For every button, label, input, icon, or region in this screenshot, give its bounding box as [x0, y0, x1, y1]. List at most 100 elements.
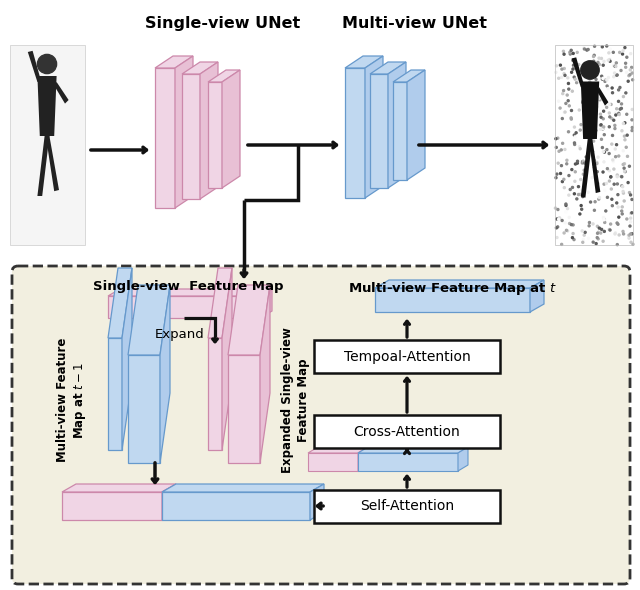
Circle shape: [630, 221, 632, 223]
Circle shape: [612, 92, 614, 94]
Polygon shape: [260, 289, 272, 318]
Circle shape: [609, 180, 611, 182]
Circle shape: [572, 186, 573, 188]
Circle shape: [595, 242, 597, 245]
Polygon shape: [375, 288, 530, 312]
Circle shape: [564, 149, 566, 150]
Circle shape: [600, 124, 602, 126]
Polygon shape: [162, 484, 324, 492]
Circle shape: [561, 68, 563, 70]
Circle shape: [602, 64, 604, 66]
Circle shape: [596, 163, 598, 165]
Polygon shape: [208, 70, 240, 82]
Circle shape: [571, 169, 573, 171]
Circle shape: [627, 80, 629, 82]
Polygon shape: [222, 268, 232, 450]
Circle shape: [588, 225, 590, 227]
Polygon shape: [581, 81, 599, 139]
Circle shape: [569, 188, 572, 191]
Circle shape: [559, 172, 561, 175]
Circle shape: [609, 58, 611, 61]
Circle shape: [625, 92, 627, 94]
Circle shape: [603, 126, 605, 128]
Circle shape: [588, 119, 590, 122]
Circle shape: [603, 110, 605, 112]
Polygon shape: [458, 447, 468, 471]
Circle shape: [595, 109, 596, 110]
Polygon shape: [228, 285, 270, 355]
Circle shape: [613, 65, 615, 67]
Circle shape: [561, 219, 563, 221]
Circle shape: [631, 212, 633, 214]
Circle shape: [612, 135, 614, 136]
Circle shape: [563, 50, 564, 53]
Circle shape: [588, 102, 589, 104]
Circle shape: [579, 213, 581, 215]
Circle shape: [580, 179, 582, 181]
Circle shape: [630, 233, 632, 235]
Circle shape: [602, 171, 604, 173]
Polygon shape: [182, 74, 200, 199]
Circle shape: [627, 182, 629, 183]
Circle shape: [593, 128, 595, 130]
Circle shape: [624, 122, 626, 124]
Circle shape: [593, 45, 596, 47]
Circle shape: [610, 176, 612, 178]
Circle shape: [573, 67, 575, 69]
Circle shape: [606, 79, 608, 81]
Circle shape: [606, 168, 609, 170]
Polygon shape: [358, 447, 468, 453]
Circle shape: [579, 194, 581, 195]
Circle shape: [615, 114, 617, 116]
Circle shape: [621, 210, 623, 212]
Circle shape: [602, 128, 604, 130]
FancyBboxPatch shape: [12, 266, 630, 584]
Circle shape: [572, 60, 574, 61]
Circle shape: [573, 59, 575, 61]
Polygon shape: [62, 484, 176, 492]
Circle shape: [614, 127, 616, 130]
Circle shape: [629, 74, 631, 76]
Circle shape: [566, 163, 568, 165]
Circle shape: [603, 219, 605, 221]
Circle shape: [602, 78, 604, 80]
Circle shape: [625, 66, 627, 68]
Circle shape: [593, 60, 595, 62]
Circle shape: [594, 201, 596, 203]
Circle shape: [593, 140, 595, 142]
Circle shape: [593, 55, 595, 57]
Polygon shape: [208, 82, 222, 188]
Circle shape: [584, 101, 586, 104]
Circle shape: [562, 93, 564, 94]
Circle shape: [588, 93, 590, 95]
Circle shape: [616, 183, 618, 185]
Circle shape: [621, 176, 623, 178]
Polygon shape: [589, 139, 600, 193]
Circle shape: [559, 64, 561, 66]
Circle shape: [620, 70, 622, 71]
Circle shape: [608, 126, 611, 128]
Circle shape: [570, 117, 572, 119]
Circle shape: [572, 53, 574, 54]
Circle shape: [618, 234, 620, 236]
Circle shape: [621, 185, 623, 186]
Circle shape: [583, 98, 585, 100]
Circle shape: [557, 208, 559, 211]
Circle shape: [565, 203, 567, 205]
Circle shape: [588, 237, 589, 240]
Polygon shape: [46, 136, 59, 191]
Circle shape: [578, 64, 580, 65]
Circle shape: [581, 61, 599, 79]
Circle shape: [596, 171, 598, 173]
Circle shape: [604, 79, 606, 81]
Circle shape: [573, 76, 575, 78]
Circle shape: [630, 53, 632, 55]
Circle shape: [600, 232, 602, 234]
Polygon shape: [308, 447, 368, 453]
Circle shape: [563, 232, 565, 234]
Circle shape: [586, 49, 588, 51]
Circle shape: [573, 142, 575, 144]
Circle shape: [582, 67, 584, 69]
Circle shape: [597, 238, 599, 240]
Circle shape: [557, 218, 559, 220]
